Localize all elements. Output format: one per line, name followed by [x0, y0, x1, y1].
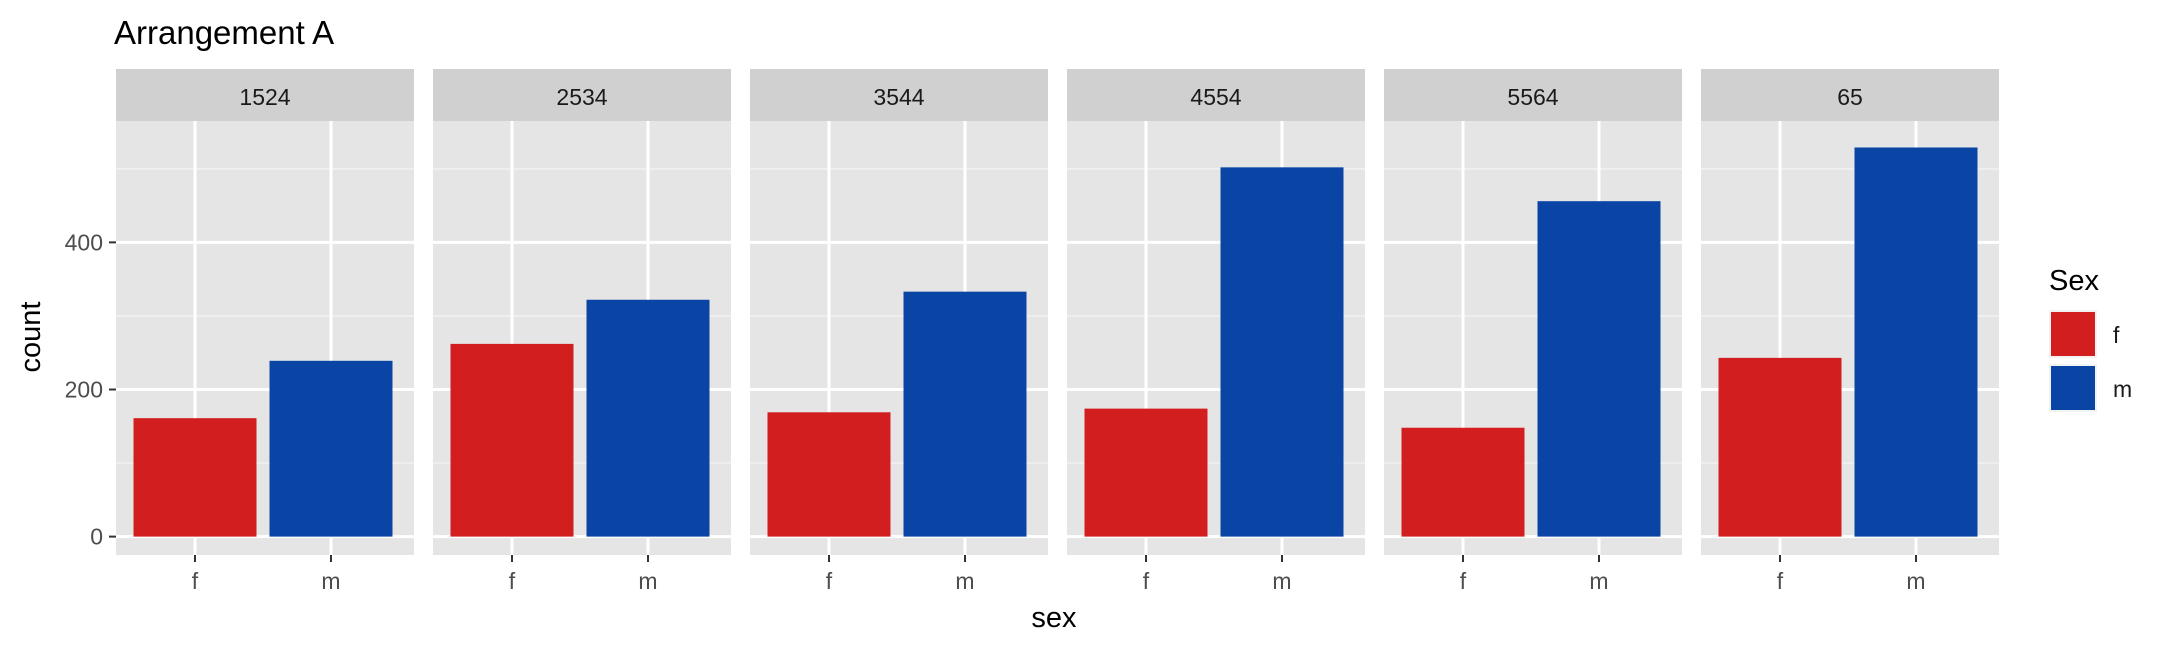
x-tick-label: m [955, 568, 974, 594]
x-tick-label: f [1777, 568, 1784, 594]
x-axis-label: sex [1031, 602, 1077, 634]
facet-panel-5564: 5564 f m [1384, 69, 1682, 594]
legend-label-m: m [2113, 376, 2132, 402]
y-axis: 0 200 400 [65, 229, 116, 550]
y-tick-label: 0 [90, 524, 103, 550]
legend-title: Sex [2049, 265, 2099, 297]
facet-panel-1524: 1524 f m [116, 69, 414, 594]
bar-65-f [1718, 357, 1842, 537]
legend-key-f [2051, 312, 2095, 356]
facet-panels: 1524 f m 2534 f m 3544 f m 4554 f m 5564 f m 65 f m [116, 69, 1999, 594]
facet-strip [750, 69, 1048, 121]
y-tick-label: 200 [65, 376, 103, 402]
legend: Sex f m [2049, 265, 2132, 412]
x-tick-label: f [192, 568, 199, 594]
bar-1524-f [133, 418, 257, 537]
bar-65-m [1854, 147, 1978, 537]
x-tick-label: f [509, 568, 516, 594]
facet-strip [433, 69, 731, 121]
legend-label-f: f [2113, 322, 2120, 348]
facet-panel-2534: 2534 f m [433, 69, 731, 594]
x-tick-label: m [1272, 568, 1291, 594]
facet-strip-label: 5564 [1507, 84, 1558, 110]
facet-panel-3544: 3544 f m [750, 69, 1048, 594]
facet-strip [116, 69, 414, 121]
bar-3544-m [903, 291, 1027, 537]
facet-strip-label: 65 [1837, 84, 1863, 110]
y-axis-label: count [15, 302, 47, 373]
x-tick-label: m [321, 568, 340, 594]
bar-4554-f [1084, 408, 1208, 537]
x-tick-label: f [1143, 568, 1150, 594]
y-tick-label: 400 [65, 229, 103, 255]
x-tick-label: m [1589, 568, 1608, 594]
facet-strip-label: 2534 [556, 84, 607, 110]
facet-strip [1384, 69, 1682, 121]
facet-strip-label: 4554 [1190, 84, 1241, 110]
bar-2534-m [586, 299, 710, 537]
x-tick-label: m [1906, 568, 1925, 594]
facet-strip-label: 1524 [239, 84, 290, 110]
x-tick-label: f [826, 568, 833, 594]
legend-key-m [2051, 366, 2095, 410]
x-tick-label: f [1460, 568, 1467, 594]
facet-panel-65: 65 f m [1701, 69, 1999, 594]
bar-2534-f [450, 343, 574, 537]
facet-strip [1701, 69, 1999, 121]
bar-1524-m [269, 360, 393, 537]
bar-3544-f [767, 412, 891, 537]
bar-4554-m [1220, 167, 1344, 537]
bar-5564-f [1401, 427, 1525, 537]
facet-strip-label: 3544 [873, 84, 924, 110]
chart-title: Arrangement A [114, 14, 334, 51]
facet-panel-4554: 4554 f m [1067, 69, 1365, 594]
bar-5564-m [1537, 201, 1661, 537]
facet-strip [1067, 69, 1365, 121]
x-tick-label: m [638, 568, 657, 594]
